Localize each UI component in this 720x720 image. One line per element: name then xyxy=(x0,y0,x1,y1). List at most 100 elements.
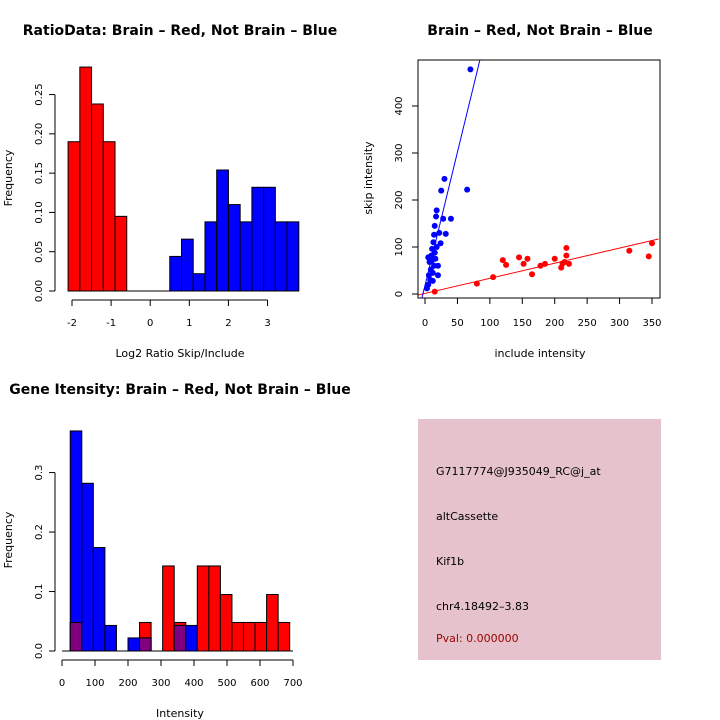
scatter-y-tick-label: 200 xyxy=(394,190,405,209)
scatter-x-tick-label: 250 xyxy=(578,318,597,329)
scatter-y-tick-label: 100 xyxy=(394,237,405,256)
scatter-point-brain xyxy=(649,240,655,247)
ratio-bar-brain xyxy=(91,103,104,292)
scatter-point-not-brain xyxy=(438,187,445,194)
intensity-bar-overlap xyxy=(139,637,152,652)
ratio-histogram-panel: RatioData: Brain – Red, Not Brain – Blue… xyxy=(2,23,337,360)
ratio-bar-not-brain xyxy=(169,255,182,292)
scatter-xlabel: include intensity xyxy=(494,347,586,360)
scatter-x-tick-label: 0 xyxy=(422,318,428,329)
gene-intensity-histogram-panel: Gene Itensity: Brain – Red, Not Brain – … xyxy=(2,382,351,720)
scatter-y-tick-label: 300 xyxy=(394,143,405,162)
ratio-bar-not-brain xyxy=(181,238,194,292)
scatter-point-brain xyxy=(537,262,544,269)
intensity-bar-brain xyxy=(196,565,210,652)
intensity-x-tick-label: 0 xyxy=(59,678,65,689)
ratio-x-tick-label: -2 xyxy=(67,318,77,329)
probe-info-box: G7117774@J935049_RC@j_at altCassette Kif… xyxy=(418,419,661,660)
scatter-point-not-brain xyxy=(434,272,441,279)
scatter-point-not-brain xyxy=(440,215,447,222)
scatter-point-not-brain xyxy=(433,213,440,220)
scatter-point-not-brain xyxy=(467,66,474,73)
intensity-y-tick-label: 0.3 xyxy=(34,465,45,481)
scatter-point-not-brain xyxy=(429,269,436,276)
scatter-point-brain xyxy=(561,259,568,266)
intensity-bar-overlap xyxy=(69,621,83,652)
ratio-bar-not-brain xyxy=(239,221,253,292)
ratio-bar-not-brain xyxy=(216,169,229,292)
ratio-bar-brain xyxy=(114,215,128,292)
scatter-point-not-brain xyxy=(441,175,448,182)
ratio-y-tick-label: 0.10 xyxy=(34,201,45,223)
gene-intensity-ylabel: Frequency xyxy=(2,511,15,568)
scatter-point-not-brain xyxy=(433,207,440,214)
intensity-bar-not-brain xyxy=(104,624,117,652)
scatter-x-tick-label: 100 xyxy=(480,318,499,329)
scatter-point-not-brain xyxy=(442,230,449,237)
scatter-x-tick-label: 150 xyxy=(513,318,532,329)
intensity-x-tick-label: 100 xyxy=(85,678,104,689)
intensity-x-tick-label: 500 xyxy=(217,678,236,689)
ratio-y-tick-label: 0.05 xyxy=(34,241,45,263)
scatter-y-tick-label: 400 xyxy=(394,96,405,115)
ratio-bar-not-brain xyxy=(204,221,218,292)
scatter-x-tick-label: 50 xyxy=(451,318,464,329)
ratio-y-tick-label: 0.15 xyxy=(34,162,45,184)
scatter-point-not-brain xyxy=(436,229,443,236)
intensity-bar-brain xyxy=(243,621,256,652)
intensity-x-tick-label: 200 xyxy=(118,678,137,689)
intensity-bar-brain xyxy=(208,565,221,652)
scatter-point-not-brain xyxy=(433,244,440,250)
scatter-x-tick-label: 350 xyxy=(642,318,661,329)
ratio-histogram-title: RatioData: Brain – Red, Not Brain – Blue xyxy=(23,23,337,39)
ratio-y-tick-label: 0.00 xyxy=(34,280,45,302)
scatter-point-brain xyxy=(499,257,506,264)
scatter-title: Brain – Red, Not Brain – Blue xyxy=(427,23,652,39)
ratio-x-tick-label: 0 xyxy=(147,318,153,329)
scatter-point-brain xyxy=(490,274,497,281)
scatter-point-brain xyxy=(551,255,558,262)
scatter-point-not-brain xyxy=(434,262,441,269)
location-text: chr4.18492–3.83 xyxy=(436,600,530,613)
gene-intensity-xlabel: Intensity xyxy=(156,707,204,720)
intensity-y-tick-label: 0.1 xyxy=(34,584,45,600)
scatter-point-not-brain xyxy=(429,277,436,284)
intensity-bar-brain xyxy=(277,621,291,652)
intensity-bar-brain xyxy=(219,594,233,652)
scatter-point-not-brain xyxy=(431,249,438,256)
scatter-point-brain xyxy=(503,261,510,268)
scatter-x-tick-label: 300 xyxy=(610,318,629,329)
ratio-bar-not-brain xyxy=(251,186,265,292)
ratio-bar-not-brain xyxy=(286,221,300,292)
scatter-point-brain xyxy=(529,271,536,278)
scatter-point-brain xyxy=(645,253,652,260)
scatter-point-not-brain xyxy=(425,281,432,288)
ratio-x-tick-label: 2 xyxy=(225,318,231,329)
intensity-bar-not-brain xyxy=(127,637,141,652)
scatter-point-brain xyxy=(431,288,438,295)
scatter-point-not-brain xyxy=(437,240,444,247)
scatter-point-brain xyxy=(563,252,570,259)
intensity-y-tick-label: 0.0 xyxy=(34,643,45,659)
gene-name-text: Kif1b xyxy=(436,555,465,568)
intensity-bar-not-brain xyxy=(185,624,198,652)
ratio-bar-not-brain xyxy=(227,204,241,292)
event-type-text: altCassette xyxy=(436,510,499,523)
scatter-point-not-brain xyxy=(431,231,438,238)
scatter-point-brain xyxy=(563,244,570,251)
ratio-histogram-ylabel: Frequency xyxy=(2,149,15,206)
scatter-point-brain xyxy=(541,260,548,267)
ratio-bar-brain xyxy=(67,141,81,292)
ratio-bar-brain xyxy=(79,66,93,292)
ratio-x-tick-label: 3 xyxy=(264,318,270,329)
scatter-point-brain xyxy=(565,260,572,267)
intensity-bar-brain xyxy=(266,594,279,652)
intensity-bar-not-brain xyxy=(81,482,94,652)
intensity-bar-not-brain xyxy=(92,547,106,652)
ratio-y-tick-label: 0.25 xyxy=(34,83,45,105)
intensity-x-tick-label: 700 xyxy=(283,678,302,689)
ratio-histogram-xlabel: Log2 Ratio Skip/Include xyxy=(115,347,244,360)
scatter-point-not-brain xyxy=(432,255,439,262)
intensity-bar-not-brain xyxy=(69,430,83,652)
